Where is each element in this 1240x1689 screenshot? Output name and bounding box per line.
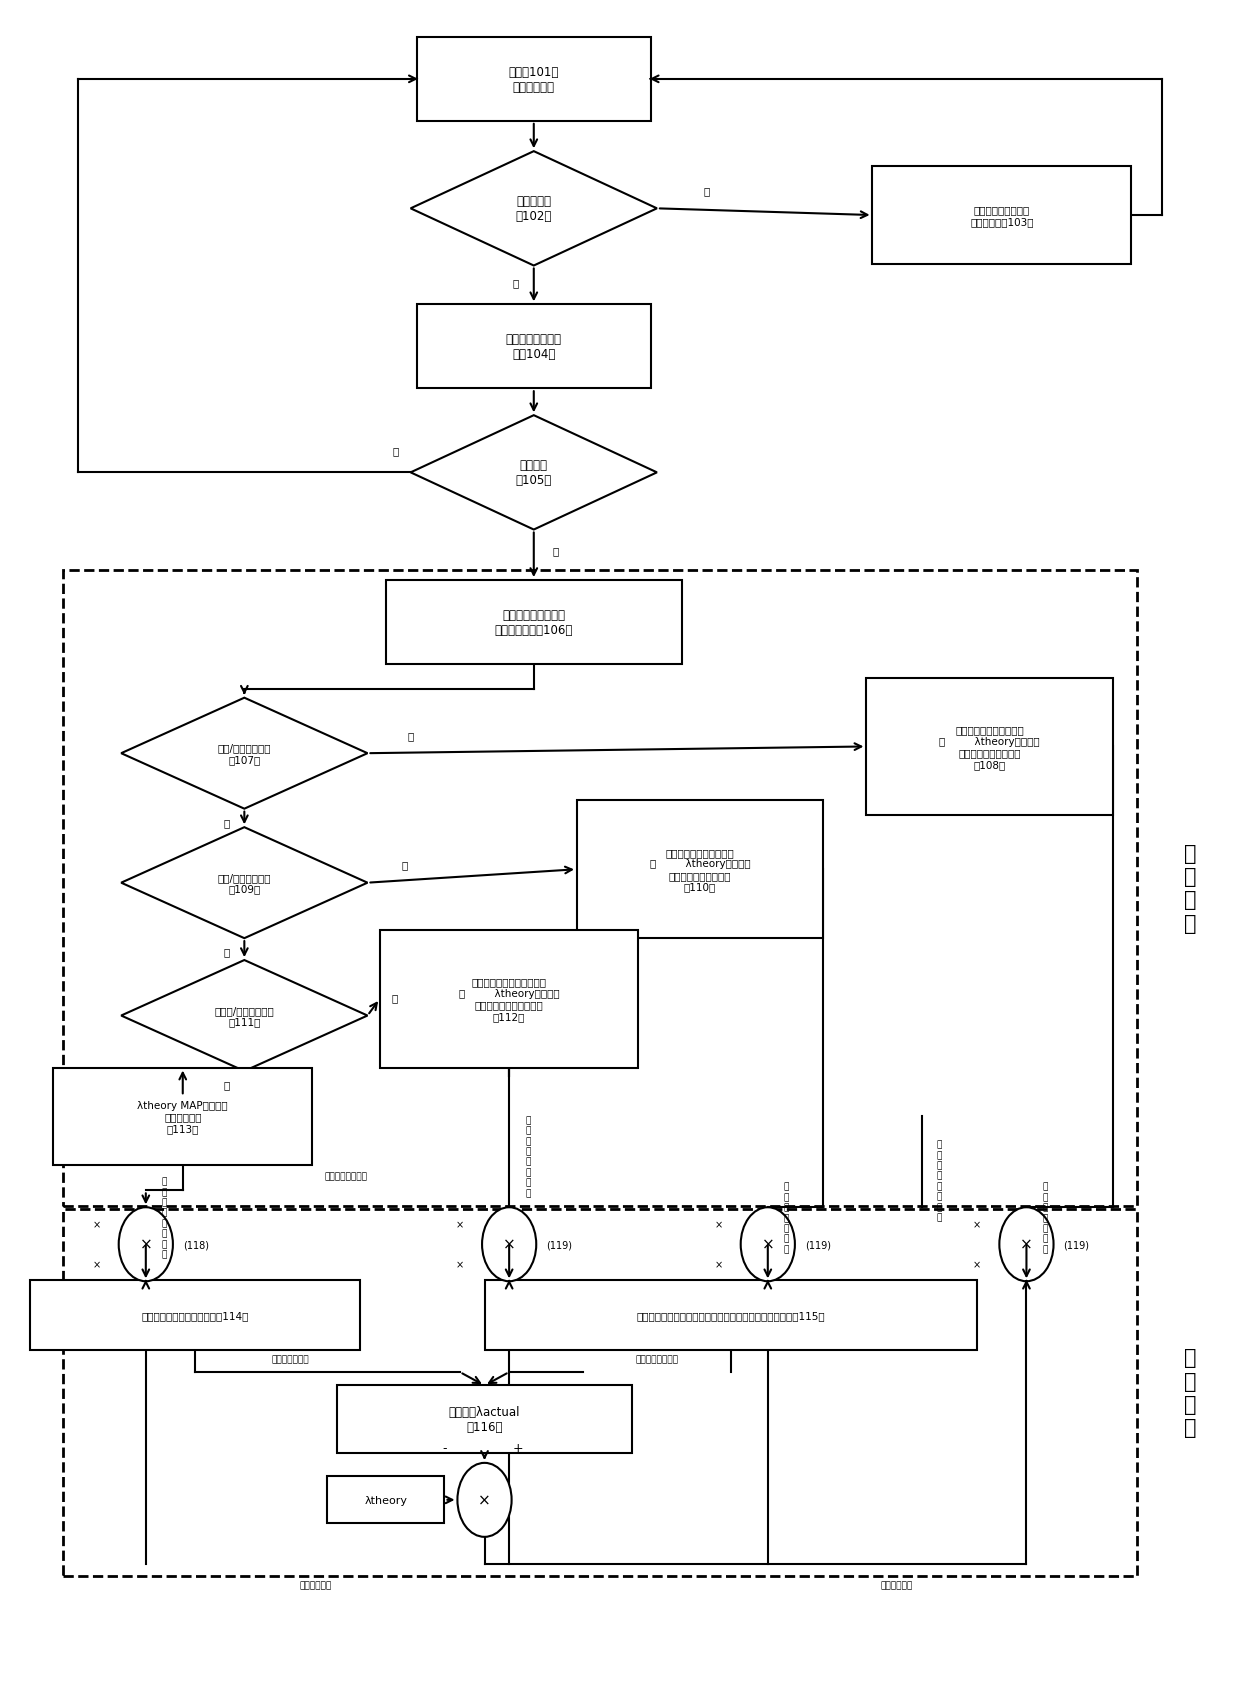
Bar [873,167,1131,265]
Text: 传感器故障
（102）: 传感器故障 （102） [516,196,552,223]
Text: 天然气前馈喷射量: 天然气前馈喷射量 [325,1172,367,1181]
Text: 反
馈
控
制: 反 馈 控 制 [1184,1348,1197,1437]
Bar [63,1209,1137,1576]
Text: λtheory MAP计算出天
然气的喷射量
（113）: λtheory MAP计算出天 然气的喷射量 （113） [138,1100,228,1133]
Bar [53,1067,312,1165]
Text: 前
馈
控
制: 前 馈 控 制 [1184,843,1197,932]
Bar [485,1280,977,1351]
Bar [327,1476,444,1523]
Text: 开始（101）
控制系统上电: 开始（101） 控制系统上电 [508,66,559,95]
Circle shape [482,1208,536,1282]
Text: λtheory: λtheory [365,1495,408,1505]
Text: ×: × [973,1219,981,1230]
Text: ×: × [761,1236,774,1252]
Text: ×: × [93,1260,100,1270]
Polygon shape [122,828,367,939]
Polygon shape [122,961,367,1071]
Text: (119): (119) [546,1240,572,1250]
Text: 天然气喷射脉宽: 天然气喷射脉宽 [272,1355,309,1363]
Text: 根据目标甲醇能量替代率
和         λtheory，计算出
甲醇和天然气的喷射量
（108）: 根据目标甲醇能量替代率 和 λtheory，计算出 甲醇和天然气的喷射量 （10… [939,725,1040,770]
Text: 乙醇/天然气双燃料
（109）: 乙醇/天然气双燃料 （109） [217,872,272,893]
Text: 正丁醇/天然气双燃料
（111）: 正丁醇/天然气双燃料 （111） [215,1005,274,1027]
Circle shape [458,1463,512,1537]
Text: 天
然
气
前
馈
喷
射
量: 天 然 气 前 馈 喷 射 量 [161,1177,167,1258]
Text: 乙
醇
前
馈
喷
射
量: 乙 醇 前 馈 喷 射 量 [784,1182,789,1253]
Polygon shape [410,415,657,530]
Text: (118): (118) [182,1240,208,1250]
Text: 根据甲醇、乙醇、正丁醇喷射特性将喷射量转为喷射脉宽（115）: 根据甲醇、乙醇、正丁醇喷射特性将喷射量转为喷射脉宽（115） [636,1311,825,1321]
Text: 甲
醇
前
馈
喷
射
量: 甲 醇 前 馈 喷 射 量 [1043,1182,1048,1253]
Text: 否: 否 [392,446,398,456]
Bar [337,1385,632,1453]
Text: ×: × [456,1260,464,1270]
Text: ×: × [714,1260,723,1270]
Text: ×: × [714,1219,723,1230]
Text: 反馈修正系数: 反馈修正系数 [299,1581,331,1589]
Text: 是: 是 [392,993,398,1003]
Text: 甲醇/天然气双燃料
（107）: 甲醇/天然气双燃料 （107） [217,743,272,765]
Text: 终端显示错误信息并
更换传感器（103）: 终端显示错误信息并 更换传感器（103） [970,204,1034,226]
Text: 是: 是 [552,546,558,556]
Text: 否: 否 [223,948,229,958]
Circle shape [119,1208,172,1282]
Bar [379,931,639,1067]
Bar [63,571,1137,1206]
Bar [577,801,823,939]
Text: 天
然
气
前
馈
喷
射
量: 天 然 气 前 馈 喷 射 量 [936,1140,942,1221]
Polygon shape [410,152,657,267]
Text: (119): (119) [1064,1240,1090,1250]
Text: 纯天然气模式下起
动（104）: 纯天然气模式下起 动（104） [506,333,562,361]
Text: ×: × [456,1219,464,1230]
Text: ×: × [973,1260,981,1270]
Text: 醇类燃料喷射脉宽: 醇类燃料喷射脉宽 [635,1355,678,1363]
Bar [30,1280,360,1351]
Text: (119): (119) [805,1240,831,1250]
Text: 正
丁
醇
前
馈
喷
射
量: 正 丁 醇 前 馈 喷 射 量 [526,1115,531,1198]
Bar [386,581,682,665]
Text: 是: 是 [703,186,709,196]
Bar [417,306,651,388]
Text: 反馈修正系数: 反馈修正系数 [880,1581,913,1589]
Text: 燃烧后的λactual
（116）: 燃烧后的λactual （116） [449,1405,521,1434]
Bar [867,677,1112,816]
Text: -: - [443,1442,448,1454]
Text: ×: × [479,1493,491,1508]
Circle shape [740,1208,795,1282]
Text: 速度密度法计算当前
循环的进气量（106）: 速度密度法计算当前 循环的进气量（106） [495,608,573,637]
Text: ×: × [1021,1236,1033,1252]
Text: ×: × [139,1236,153,1252]
Text: ×: × [93,1219,100,1230]
Text: 否: 否 [223,817,229,828]
Text: 根据目标乙醇能量替代率
和         λtheory，计算出
乙醇和天然气的喷射量
（110）: 根据目标乙醇能量替代率 和 λtheory，计算出 乙醇和天然气的喷射量 （11… [650,848,750,892]
Text: +: + [512,1442,523,1454]
Bar [417,37,651,122]
Circle shape [999,1208,1054,1282]
Text: 否: 否 [223,1079,229,1089]
Text: 起动成功
（105）: 起动成功 （105） [516,459,552,486]
Text: 否: 否 [513,279,520,289]
Text: 是: 是 [408,730,414,740]
Text: 根据目标正丁醇能量替代率
和         λtheory，计算出
正丁醇和天然气的喷射量
（112）: 根据目标正丁醇能量替代率 和 λtheory，计算出 正丁醇和天然气的喷射量 （… [459,976,559,1022]
Text: 是: 是 [402,860,408,870]
Text: ×: × [502,1236,516,1252]
Text: 天然气喷射量转为喷射脉宽（114）: 天然气喷射量转为喷射脉宽（114） [141,1311,249,1321]
Polygon shape [122,698,367,809]
